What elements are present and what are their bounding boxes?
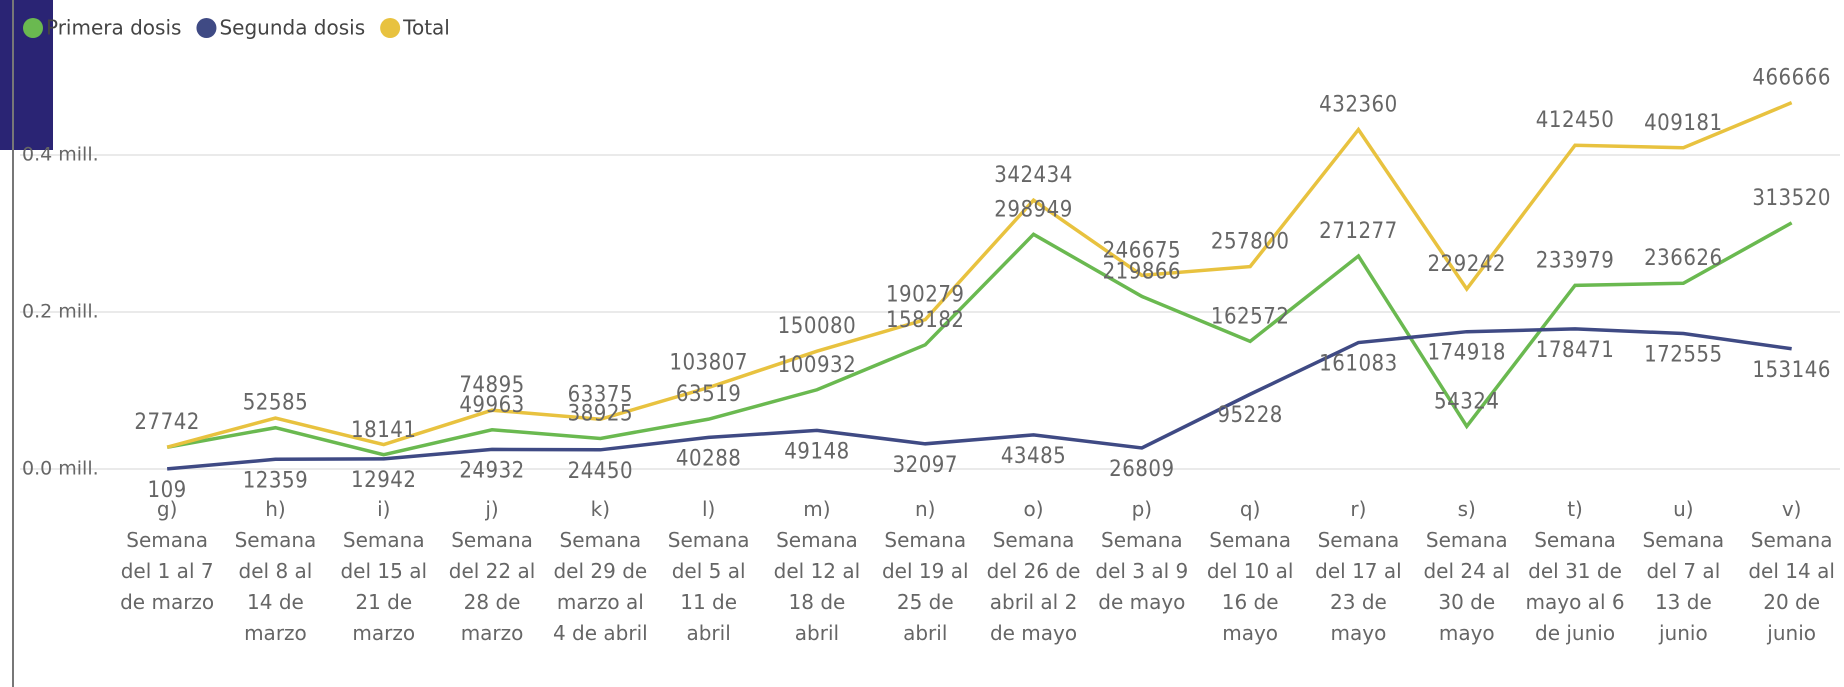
data-label: 219866 <box>1103 259 1182 284</box>
data-label: 38925 <box>568 401 633 426</box>
data-label: 153146 <box>1752 358 1831 383</box>
legend-marker <box>380 18 401 38</box>
legend-label: Total <box>402 16 450 40</box>
data-label: 100932 <box>778 353 857 378</box>
data-label: 174918 <box>1427 341 1506 366</box>
data-label: 40288 <box>676 446 741 471</box>
data-label: 103807 <box>669 351 748 376</box>
data-label: 63375 <box>568 382 633 407</box>
x-tick-label: r) Semana del 17 al 23 de mayo <box>1315 497 1402 645</box>
data-label: 236626 <box>1644 246 1723 271</box>
data-label: 49148 <box>784 439 849 464</box>
x-tick-label: o) Semana del 26 de abril al 2 de mayo <box>986 497 1081 645</box>
x-tick-label: u) Semana del 7 al 13 de junio <box>1642 497 1725 645</box>
data-label: 298949 <box>994 197 1073 222</box>
x-tick-label: n) Semana del 19 al 25 de abril <box>881 497 969 645</box>
x-tick-label: t) Semana del 31 de mayo al 6 de junio <box>1525 497 1625 645</box>
data-label: 24932 <box>459 458 524 483</box>
data-label: 246675 <box>1103 238 1182 263</box>
data-label: 432360 <box>1319 93 1398 118</box>
data-label: 190279 <box>886 283 965 308</box>
data-label: 150080 <box>778 314 857 339</box>
data-label: 233979 <box>1536 248 1615 273</box>
data-label: 161083 <box>1319 352 1398 377</box>
x-tick-label: l) Semana del 5 al 11 de abril <box>667 497 750 645</box>
data-label: 12942 <box>351 468 416 493</box>
data-label: 32097 <box>893 453 958 478</box>
line <box>166 221 1793 457</box>
data-label: 271277 <box>1319 219 1398 244</box>
data-label: 412450 <box>1536 108 1615 133</box>
data-label: 466666 <box>1752 66 1831 91</box>
data-label: 54324 <box>1434 389 1499 414</box>
line <box>166 327 1792 471</box>
x-tick-label: k) Semana del 29 de marzo al 4 de abril <box>552 497 648 645</box>
data-label: 409181 <box>1644 111 1723 136</box>
data-label: 43485 <box>1001 444 1066 469</box>
data-label: 63519 <box>676 382 741 407</box>
x-tick-label: h) Semana del 8 al 14 de marzo <box>234 497 317 645</box>
data-label: 178471 <box>1536 338 1615 363</box>
data-label: 229242 <box>1427 252 1506 277</box>
data-label: 313520 <box>1752 186 1831 211</box>
data-label: 52585 <box>243 391 308 416</box>
data-label: 257800 <box>1211 230 1290 255</box>
x-tick-label: s) Semana del 24 al 30 de mayo <box>1423 497 1511 645</box>
data-label: 24450 <box>568 459 633 484</box>
data-label: 26809 <box>1109 457 1174 482</box>
y-tick-label: 0.4 mill. <box>22 144 99 166</box>
x-tick-label: q) Semana del 10 al 16 de mayo <box>1206 497 1294 645</box>
line <box>166 101 1793 449</box>
x-tick-label: i) Semana del 15 al 21 de marzo <box>340 497 428 645</box>
legend-label: Segunda dosis <box>219 16 365 40</box>
x-tick-label: g) Semana del 1 al 7 de marzo <box>120 497 215 614</box>
data-label: 27742 <box>134 410 199 435</box>
data-label: 342434 <box>994 163 1073 188</box>
x-tick-label: m) Semana del 12 al 18 de abril <box>773 497 861 645</box>
x-tick-label: j) Semana del 22 al 28 de marzo <box>448 497 536 645</box>
data-label: 49963 <box>459 393 524 418</box>
data-label: 12359 <box>243 468 308 493</box>
y-tick-label: 0.0 mill. <box>22 458 99 480</box>
legend-label: Primera dosis <box>46 16 181 40</box>
data-label: 18141 <box>351 418 416 443</box>
data-label: 109 <box>148 478 187 503</box>
data-label: 158182 <box>886 308 965 333</box>
x-tick-label: p) Semana del 3 al 9 de mayo <box>1095 497 1189 614</box>
data-label: 95228 <box>1217 403 1282 428</box>
data-label: 162572 <box>1211 304 1290 329</box>
data-label: 74895 <box>459 373 524 398</box>
legend-marker <box>196 18 217 38</box>
y-tick-label: 0.2 mill. <box>22 301 99 323</box>
x-tick-label: v) Semana del 14 al 20 de junio <box>1748 497 1835 645</box>
legend-marker <box>23 18 43 38</box>
data-label: 172555 <box>1644 343 1723 368</box>
